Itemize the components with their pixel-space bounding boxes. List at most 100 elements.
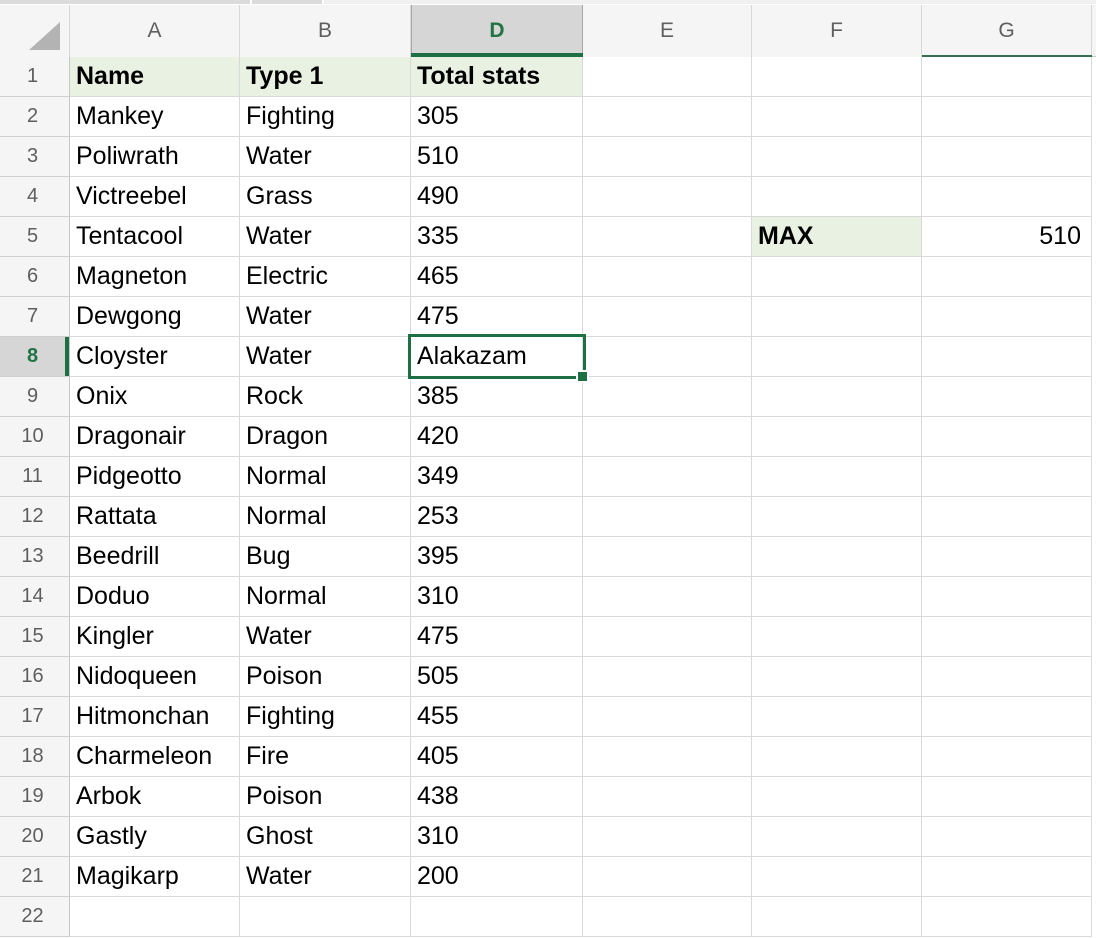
cell-E18[interactable] [583, 737, 752, 777]
cell-A20[interactable]: Gastly [70, 817, 240, 857]
row-header-4[interactable]: 4 [0, 177, 70, 217]
cell-G19[interactable] [922, 777, 1092, 817]
cell-G16[interactable] [922, 657, 1092, 697]
cell-F2[interactable] [752, 97, 922, 137]
cell-B18[interactable]: Fire [240, 737, 411, 777]
cell-D4[interactable]: 490 [411, 177, 583, 217]
cell-A10[interactable]: Dragonair [70, 417, 240, 457]
cell-D16[interactable]: 505 [411, 657, 583, 697]
cell-D20[interactable]: 310 [411, 817, 583, 857]
cell-D6[interactable]: 465 [411, 257, 583, 297]
cell-F8[interactable] [752, 337, 922, 377]
row-header-3[interactable]: 3 [0, 137, 70, 177]
cell-E22[interactable] [583, 897, 752, 937]
cell-E13[interactable] [583, 537, 752, 577]
cell-D11[interactable]: 349 [411, 457, 583, 497]
cell-A1[interactable]: Name [70, 57, 240, 97]
cell-A5[interactable]: Tentacool [70, 217, 240, 257]
cell-E16[interactable] [583, 657, 752, 697]
cell-E4[interactable] [583, 177, 752, 217]
row-header-14[interactable]: 14 [0, 577, 70, 617]
cell-E3[interactable] [583, 137, 752, 177]
cell-A7[interactable]: Dewgong [70, 297, 240, 337]
cell-F21[interactable] [752, 857, 922, 897]
cell-B6[interactable]: Electric [240, 257, 411, 297]
cell-B5[interactable]: Water [240, 217, 411, 257]
cell-E20[interactable] [583, 817, 752, 857]
cell-F13[interactable] [752, 537, 922, 577]
row-header-20[interactable]: 20 [0, 817, 70, 857]
cell-B1[interactable]: Type 1 [240, 57, 411, 97]
cell-F10[interactable] [752, 417, 922, 457]
cell-B9[interactable]: Rock [240, 377, 411, 417]
column-header-B[interactable]: B [240, 5, 411, 57]
cell-G20[interactable] [922, 817, 1092, 857]
cell-F15[interactable] [752, 617, 922, 657]
row-header-15[interactable]: 15 [0, 617, 70, 657]
cell-A16[interactable]: Nidoqueen [70, 657, 240, 697]
cell-B13[interactable]: Bug [240, 537, 411, 577]
cell-A15[interactable]: Kingler [70, 617, 240, 657]
cell-G18[interactable] [922, 737, 1092, 777]
cell-E17[interactable] [583, 697, 752, 737]
cell-D14[interactable]: 310 [411, 577, 583, 617]
cell-F7[interactable] [752, 297, 922, 337]
cell-A12[interactable]: Rattata [70, 497, 240, 537]
cell-F5[interactable]: MAX [752, 217, 922, 257]
row-header-11[interactable]: 11 [0, 457, 70, 497]
cell-E7[interactable] [583, 297, 752, 337]
cell-D5[interactable]: 335 [411, 217, 583, 257]
column-header-A[interactable]: A [70, 5, 240, 57]
row-header-18[interactable]: 18 [0, 737, 70, 777]
column-header-D[interactable]: D [411, 5, 583, 57]
cell-F14[interactable] [752, 577, 922, 617]
cell-B7[interactable]: Water [240, 297, 411, 337]
row-header-16[interactable]: 16 [0, 657, 70, 697]
row-header-22[interactable]: 22 [0, 897, 70, 937]
cell-A21[interactable]: Magikarp [70, 857, 240, 897]
cell-B4[interactable]: Grass [240, 177, 411, 217]
cell-G9[interactable] [922, 377, 1092, 417]
row-header-6[interactable]: 6 [0, 257, 70, 297]
cell-A4[interactable]: Victreebel [70, 177, 240, 217]
cell-F9[interactable] [752, 377, 922, 417]
cell-D17[interactable]: 455 [411, 697, 583, 737]
cell-G6[interactable] [922, 257, 1092, 297]
cell-G22[interactable] [922, 897, 1092, 937]
column-header-F[interactable]: F [752, 5, 922, 57]
cell-A9[interactable]: Onix [70, 377, 240, 417]
cell-D12[interactable]: 253 [411, 497, 583, 537]
cell-B8[interactable]: Water [240, 337, 411, 377]
cell-A8[interactable]: Cloyster [70, 337, 240, 377]
cell-E19[interactable] [583, 777, 752, 817]
row-header-2[interactable]: 2 [0, 97, 70, 137]
cell-E8[interactable] [583, 337, 752, 377]
fill-handle[interactable] [576, 370, 589, 383]
cell-E14[interactable] [583, 577, 752, 617]
row-header-19[interactable]: 19 [0, 777, 70, 817]
row-header-1[interactable]: 1 [0, 57, 70, 97]
cell-E11[interactable] [583, 457, 752, 497]
cell-A13[interactable]: Beedrill [70, 537, 240, 577]
cell-A22[interactable] [70, 897, 240, 937]
cell-D15[interactable]: 475 [411, 617, 583, 657]
cell-G21[interactable] [922, 857, 1092, 897]
row-header-12[interactable]: 12 [0, 497, 70, 537]
cell-F16[interactable] [752, 657, 922, 697]
row-header-13[interactable]: 13 [0, 537, 70, 577]
cell-E10[interactable] [583, 417, 752, 457]
cell-A17[interactable]: Hitmonchan [70, 697, 240, 737]
select-all-button[interactable] [0, 5, 70, 57]
cell-G11[interactable] [922, 457, 1092, 497]
row-header-8[interactable]: 8 [0, 337, 70, 377]
cell-G12[interactable] [922, 497, 1092, 537]
cell-F3[interactable] [752, 137, 922, 177]
cell-D19[interactable]: 438 [411, 777, 583, 817]
cell-F12[interactable] [752, 497, 922, 537]
cell-F4[interactable] [752, 177, 922, 217]
cell-B10[interactable]: Dragon [240, 417, 411, 457]
cell-D22[interactable] [411, 897, 583, 937]
row-header-7[interactable]: 7 [0, 297, 70, 337]
row-header-9[interactable]: 9 [0, 377, 70, 417]
cell-D18[interactable]: 405 [411, 737, 583, 777]
